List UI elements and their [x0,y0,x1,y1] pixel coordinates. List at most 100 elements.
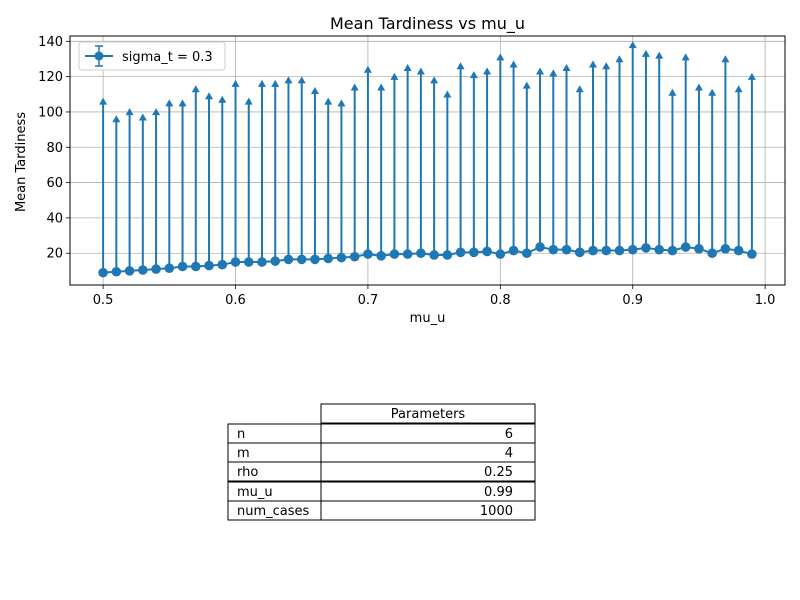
table-row-label: num_cases [237,504,310,519]
error-bar-arrow [257,79,266,87]
error-bar-arrow [443,90,452,98]
data-point [296,254,307,265]
table-value-cell [320,461,536,482]
error-bar-arrow [430,76,439,84]
data-point [124,266,135,276]
table-row-label: m [237,446,250,461]
error-bar-arrow [509,60,518,68]
error-bar-arrow [655,51,664,59]
legend: sigma_t = 0.3 [78,41,226,71]
x-tick-label: 0.7 [358,293,379,308]
table-header: Parameters [391,407,466,422]
data-point [416,248,426,259]
data-point [164,263,175,274]
data-point [469,247,479,258]
table-row-value: 4 [505,446,513,461]
data-points [98,242,757,278]
error-bar-arrow [575,85,584,93]
data-point [283,254,294,265]
data-point [574,247,585,258]
error-bar-arrow [668,88,677,96]
error-bar-arrow [390,72,399,80]
error-bar-arrow [363,65,372,73]
chart: Mean Tardiness vs mu_u 0.5 0.6 0.7 0.8 0.9 1.… [14,14,786,326]
data-point [455,247,466,258]
error-bar-arrow [178,99,187,107]
error-bar-arrow [615,55,624,63]
error-bar-arrow [191,85,200,93]
error-bar-arrow [536,67,545,75]
y-tick-label: 20 [46,247,63,262]
error-bar-arrow [403,64,412,72]
data-point [363,249,373,259]
data-point [310,254,320,265]
error-bar-arrow [152,108,161,116]
error-bar-arrow [125,108,134,116]
table-row-label: mu_u [237,485,273,500]
data-point [614,245,625,256]
table-value-cell [320,442,536,463]
data-point [522,248,532,259]
data-point [707,248,717,259]
x-tick-label: 0.6 [225,293,246,308]
table-row-label: n [237,427,245,442]
error-bar-arrow [469,71,478,79]
legend-label: sigma_t = 0.3 [122,50,213,65]
error-bar-arrow [747,72,756,80]
error-bar-arrow [522,81,531,89]
data-point [429,250,439,260]
table-row-value: 0.99 [484,485,513,500]
error-bar-arrow [231,79,240,87]
data-point [508,245,519,256]
table-value-cell [320,423,536,444]
x-tick-label: 0.5 [93,293,114,308]
x-tick-label: 0.9 [622,293,643,308]
error-bar-arrow [138,113,147,121]
y-tick-label: 60 [46,176,63,191]
error-bar-arrow [721,55,730,63]
error-bar-arrow [205,92,214,100]
plot-frame [69,35,786,286]
error-bar-arrow [549,69,558,77]
data-point [482,246,492,257]
table-row-label: rho [237,465,258,480]
data-point [601,245,612,256]
y-axis-ticks: 20 40 60 80 100 120 140 [38,35,70,262]
error-bar-arrow [244,97,253,105]
data-point [204,260,214,271]
data-point [336,252,347,263]
data-point [627,244,638,255]
error-bar-arrow [165,99,174,107]
y-tick-label: 40 [46,211,63,226]
table-row-value: 0.25 [484,465,513,480]
chart-title: Mean Tardiness vs mu_u [330,14,525,34]
y-tick-label: 80 [46,141,63,156]
error-bars [99,41,756,273]
data-point [548,244,559,255]
data-point [694,243,704,254]
error-bar-arrow [641,49,650,57]
data-point [138,265,148,275]
error-bar-arrow [496,53,505,61]
y-tick-label: 140 [38,35,63,50]
data-point [177,261,188,272]
error-bar-arrow [112,115,121,123]
data-point [720,243,731,254]
y-tick-label: 120 [38,70,63,85]
data-point [747,249,757,259]
error-bar-arrow [337,99,346,107]
error-bar-arrow [734,85,743,93]
error-bar-arrow [324,97,333,105]
data-point [667,245,678,256]
y-tick-label: 100 [38,105,63,120]
data-point [588,245,598,256]
error-bar-arrow [562,64,571,72]
data-point [654,244,665,255]
error-bar-arrow [99,97,108,105]
data-point [389,249,400,259]
error-bar-arrow [589,60,598,68]
x-axis-ticks: 0.5 0.6 0.7 0.8 0.9 1.0 [93,285,775,308]
error-bar-arrow [271,79,280,87]
data-point [535,242,545,252]
table-value-cell [320,500,536,521]
